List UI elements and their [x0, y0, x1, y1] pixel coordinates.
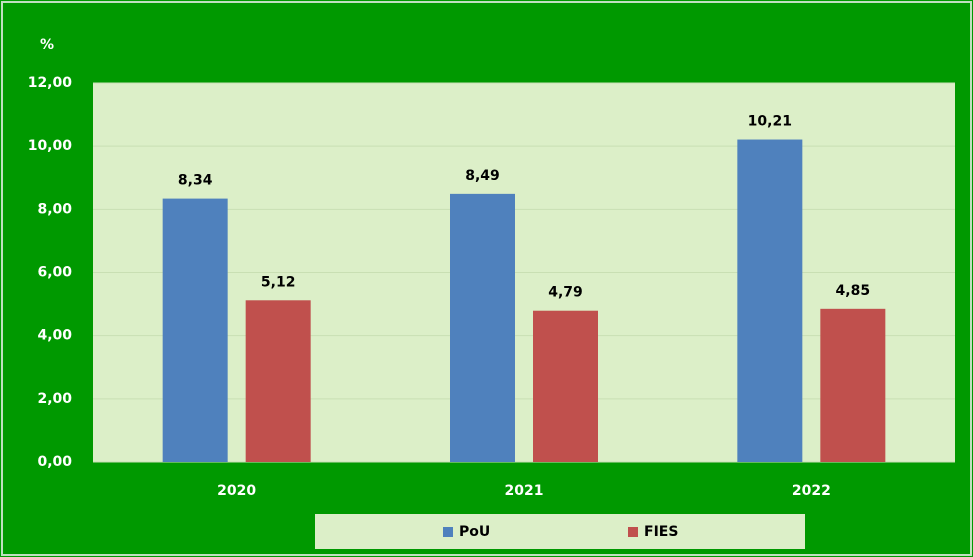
data-label: 4,79 [548, 285, 583, 301]
x-tick-label: 2022 [792, 483, 831, 499]
x-tick-label: 2021 [505, 483, 544, 499]
legend-label: PoU [459, 524, 490, 540]
x-tick-label: 2020 [217, 483, 256, 499]
legend-label: FIES [644, 524, 678, 540]
data-label: 4,85 [836, 283, 871, 299]
bar [533, 310, 598, 462]
y-tick-label: 10,00 [28, 138, 73, 154]
y-tick-label: 8,00 [37, 201, 72, 217]
y-tick-label: 2,00 [37, 391, 72, 407]
bar [162, 198, 228, 462]
bar [737, 139, 803, 462]
bar [820, 308, 886, 462]
data-label: 5,12 [261, 274, 296, 290]
data-label: 10,21 [748, 114, 792, 130]
bar [245, 300, 311, 462]
data-label: 8,34 [178, 173, 213, 189]
legend [315, 514, 805, 549]
legend-swatch [443, 527, 453, 537]
y-tick-label: 6,00 [37, 265, 72, 281]
bar [450, 193, 515, 463]
legend-swatch [628, 527, 638, 537]
y-axis-label: % [40, 37, 54, 53]
y-tick-label: 0,00 [37, 454, 72, 470]
data-label: 8,49 [465, 168, 500, 184]
y-tick-label: 12,00 [28, 75, 73, 91]
y-tick-label: 4,00 [37, 328, 72, 344]
